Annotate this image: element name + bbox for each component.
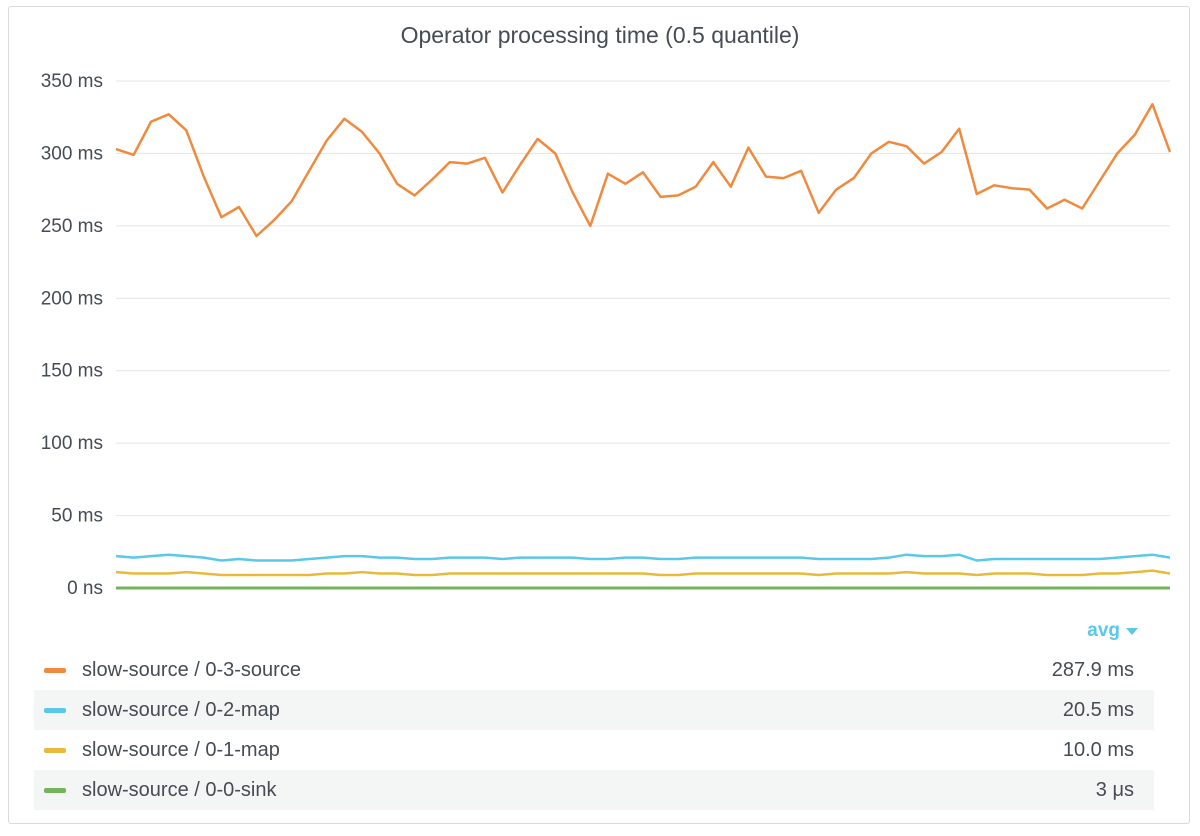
legend-series-name[interactable]: slow-source / 0-0-sink [82, 778, 277, 801]
y-tick-label: 50 ms [51, 506, 103, 527]
y-tick-label: 200 ms [41, 288, 103, 309]
series-color-swatch[interactable] [44, 707, 66, 713]
series-color-swatch[interactable] [44, 787, 66, 793]
y-tick-label: 100 ms [41, 433, 103, 454]
series-color-swatch[interactable] [44, 667, 66, 673]
legend-avg-value: 3 μs [1095, 778, 1134, 801]
legend-avg-value: 10.0 ms [1062, 738, 1134, 761]
legend-row[interactable]: slow-source / 0-0-sink 3 μs [34, 770, 1154, 810]
legend-series-name[interactable]: slow-source / 0-2-map [82, 698, 280, 721]
y-tick-label: 350 ms [41, 71, 103, 92]
series-line-slow-source-0-3-source[interactable] [115, 102, 1172, 238]
panel-title[interactable]: Operator processing time (0.5 quantile) [400, 22, 800, 48]
series-line-slow-source-0-1-map[interactable] [115, 569, 1171, 577]
sort-desc-icon [1126, 627, 1138, 635]
series-line-slow-source-0-2-map[interactable] [115, 553, 1171, 562]
legend-series-name[interactable]: slow-source / 0-1-map [82, 738, 280, 761]
legend-sort-avg-button[interactable]: avg [1087, 620, 1138, 642]
y-tick-label: 300 ms [41, 143, 103, 164]
graph-panel [8, 6, 1190, 824]
y-tick-label: 0 ns [67, 578, 103, 599]
legend-avg-value: 20.5 ms [1062, 698, 1134, 721]
legend-table: slow-source / 0-3-source 287.9 ms slow-s… [34, 650, 1154, 810]
legend-row[interactable]: slow-source / 0-1-map 10.0 ms [34, 730, 1154, 770]
y-tick-label: 150 ms [41, 361, 103, 382]
legend-row[interactable]: slow-source / 0-3-source 287.9 ms [34, 650, 1154, 690]
legend-avg-header[interactable]: avg [1087, 620, 1120, 641]
y-tick-label: 250 ms [41, 216, 103, 237]
series-color-swatch[interactable] [44, 747, 66, 753]
legend-series-name[interactable]: slow-source / 0-3-source [82, 658, 301, 681]
legend-row[interactable]: slow-source / 0-2-map 20.5 ms [34, 690, 1154, 730]
legend-avg-value: 287.9 ms [1051, 658, 1134, 681]
